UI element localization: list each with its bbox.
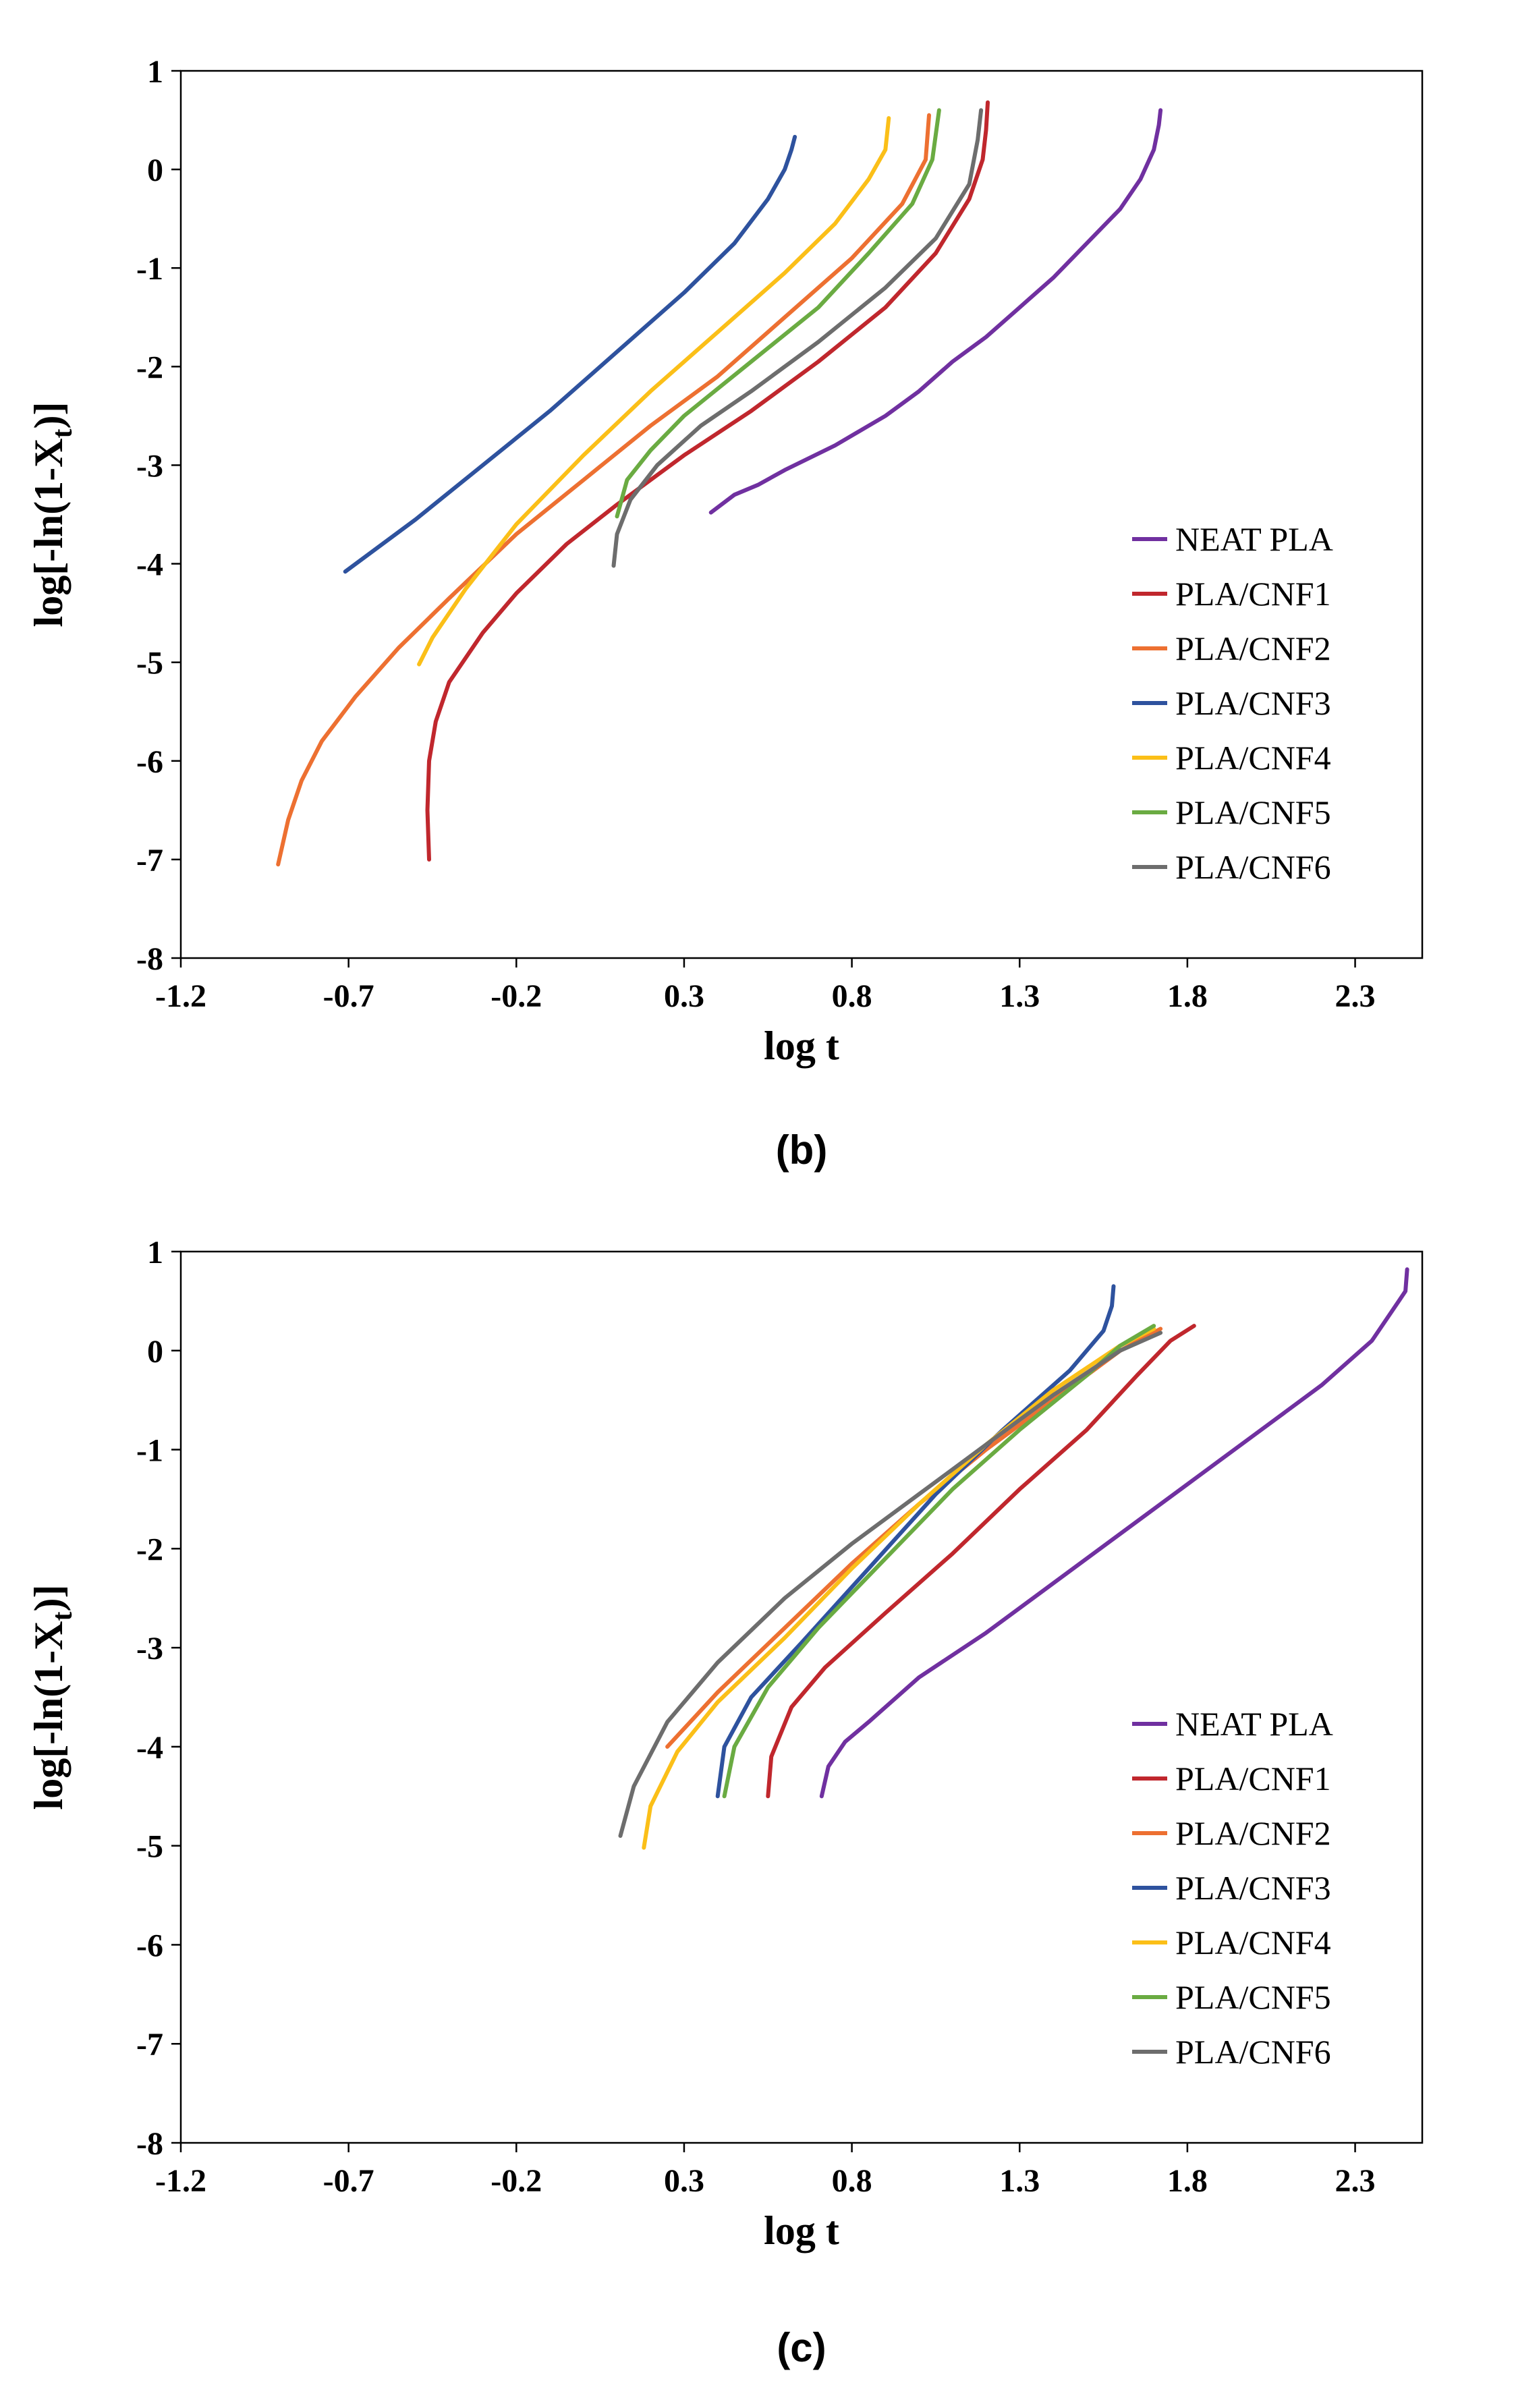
legend-entry: PLA/CNF2 (1175, 1814, 1331, 1852)
chart-c: -1.2 -0.7 -0.2 0.3 0.8 1.3 1.8 2.3 1 0 -1 -2 -3 -4 -5 -… (26, 1235, 1424, 2370)
legend-entry: PLA/CNF6 (1175, 848, 1331, 886)
y-tick-label: 1 (147, 1235, 163, 1270)
legend-entry: PLA/CNF3 (1175, 684, 1331, 722)
series-line-neat-pla (819, 1267, 1409, 1799)
y-axis-label-main: log[-ln(1-X (26, 1621, 71, 1810)
y-tick-label: -3 (136, 1631, 163, 1667)
series-line-pla-cnf4 (417, 116, 891, 667)
plot-frame (179, 1250, 1424, 2144)
x-tick-label: -1.2 (155, 2163, 206, 2199)
x-tick-label: -0.2 (490, 2163, 542, 2199)
y-tick-label: -6 (136, 744, 163, 780)
legend-entry: PLA/CNF4 (1175, 739, 1331, 777)
legend-entry: PLA/CNF1 (1175, 575, 1331, 613)
y-tick-label: -4 (136, 547, 163, 583)
y-tick-label: 0 (147, 1334, 163, 1370)
series-line-pla-cnf1 (425, 100, 990, 862)
series-line-neat-pla (708, 108, 1163, 515)
series-line-pla-cnf2 (276, 113, 931, 867)
plot-frame (179, 69, 1424, 959)
panel-label: (b) (776, 1127, 828, 1173)
legend-entry: PLA/CNF1 (1175, 1760, 1331, 1797)
x-tick-label: 1.3 (999, 2163, 1040, 2199)
series-line-pla-cnf6 (611, 108, 984, 568)
y-tick-label: -3 (136, 448, 163, 484)
y-axis-label-subscript: t (47, 429, 78, 439)
y-tick-label: -7 (136, 2027, 163, 2063)
legend-entry: PLA/CNF5 (1175, 793, 1331, 831)
x-tick-label: -1.2 (155, 978, 206, 1014)
y-tick-label: -2 (136, 1532, 163, 1567)
x-tick-label: 0.8 (832, 2163, 872, 2199)
y-tick-label: -5 (136, 646, 163, 681)
y-axis-label-main: log[-ln(1-X (26, 439, 71, 627)
y-tick-label: -5 (136, 1829, 163, 1865)
y-axis-label-tail: )] (26, 1585, 71, 1612)
y-axis-label-tail: )] (26, 402, 71, 429)
series-line-pla-cnf5 (722, 1324, 1156, 1799)
x-axis-label: log t (764, 1024, 839, 1068)
y-axis-label: log[-ln(1-Xt)] (26, 1585, 78, 1810)
legend-entry: NEAT PLA (1175, 1705, 1333, 1743)
y-axis-label-subscript: t (47, 1612, 78, 1621)
legend-entry: PLA/CNF3 (1175, 1869, 1331, 1907)
y-axis-label: log[-ln(1-Xt)] (26, 402, 78, 627)
x-tick-label: 0.3 (664, 2163, 704, 2199)
y-tick-label: 1 (147, 54, 163, 90)
series-line-pla-cnf1 (766, 1324, 1196, 1799)
legend-entry: PLA/CNF4 (1175, 1924, 1331, 1961)
y-tick-label: -6 (136, 1928, 163, 1963)
series-line-pla-cnf3 (715, 1284, 1116, 1799)
x-axis-label: log t (764, 2208, 839, 2253)
legend-entry: PLA/CNF2 (1175, 629, 1331, 667)
panel-label: (c) (777, 2325, 826, 2370)
chart-b: -1.2 -0.7 -0.2 0.3 0.8 1.3 1.8 2.3 1 0 -1 -2 -3 -4 -5 -… (26, 54, 1424, 1173)
x-tick-label: -0.7 (323, 978, 374, 1014)
series-line-pla-cnf6 (618, 1331, 1163, 1838)
x-tick-label: 2.3 (1335, 2163, 1376, 2199)
y-tick-label: -1 (136, 251, 163, 287)
x-tick-label: 1.8 (1167, 2163, 1208, 2199)
x-tick-label: -0.2 (490, 978, 542, 1014)
legend-entry: NEAT PLA (1175, 520, 1333, 558)
y-tick-label: -1 (136, 1433, 163, 1469)
y-tick-label: -2 (136, 349, 163, 385)
series-line-pla-cnf5 (615, 108, 941, 519)
x-tick-label: 1.8 (1167, 978, 1208, 1014)
y-tick-label: -7 (136, 843, 163, 878)
y-tick-label: 0 (147, 152, 163, 188)
y-tick-label: -8 (136, 941, 163, 977)
x-tick-label: 0.8 (832, 978, 872, 1014)
y-tick-label: -4 (136, 1730, 163, 1766)
x-tick-label: 2.3 (1335, 978, 1376, 1014)
legend-entry: PLA/CNF6 (1175, 2033, 1331, 2071)
series-line-pla-cnf3 (343, 134, 797, 574)
y-tick-label: -8 (136, 2126, 163, 2162)
x-tick-label: 0.3 (664, 978, 704, 1014)
legend-entry: PLA/CNF5 (1175, 1978, 1331, 2016)
x-tick-label: 1.3 (999, 978, 1040, 1014)
series-line-pla-cnf4 (642, 1326, 1156, 1850)
x-tick-label: -0.7 (323, 2163, 374, 2199)
